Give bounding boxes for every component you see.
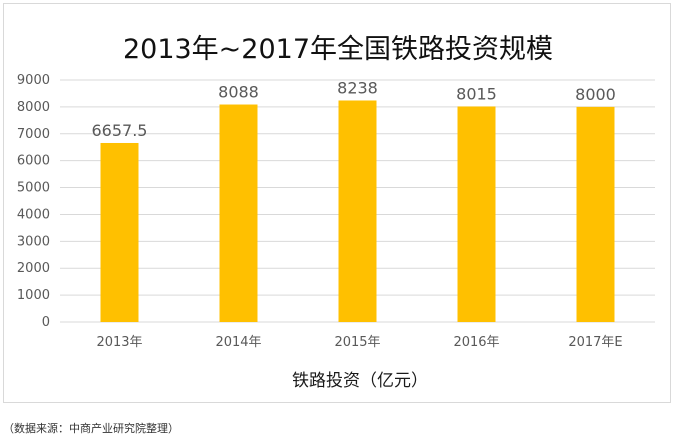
bar [100, 142, 139, 322]
bars: 6657.5 8088 8238 8015 8000 [92, 78, 616, 322]
y-tick-label: 7000 [17, 127, 50, 142]
x-axis-categories: 2013年 2014年 2015年 2016年 2017年E [96, 335, 622, 350]
bar-value-label: 8015 [456, 84, 497, 103]
x-category-label: 2015年 [334, 335, 380, 350]
y-tick-label: 3000 [17, 234, 50, 249]
y-tick-label: 6000 [17, 154, 50, 169]
y-axis-ticks: 0 1000 2000 3000 4000 5000 6000 7000 8000 9000 [17, 73, 50, 330]
x-category-label: 2014年 [215, 335, 261, 350]
y-tick-label: 0 [42, 315, 50, 330]
y-tick-label: 8000 [17, 100, 50, 115]
y-tick-label: 9000 [17, 73, 50, 88]
bar-value-label: 8238 [337, 78, 378, 97]
chart-svg: 2013年~2017年全国铁路投资规模 0 1000 2000 3000 4000 500… [17, 34, 655, 391]
y-tick-label: 2000 [17, 261, 50, 276]
bar-value-label: 8088 [218, 83, 259, 102]
y-tick-label: 1000 [17, 288, 50, 303]
y-tick-label: 5000 [17, 181, 50, 196]
bar [576, 106, 615, 322]
x-category-label: 2013年 [96, 335, 142, 350]
bar-value-label: 8000 [575, 85, 616, 104]
y-tick-label: 4000 [17, 207, 50, 222]
x-category-label: 2017年E [568, 335, 622, 350]
bar [338, 100, 377, 322]
x-category-label: 2016年 [453, 335, 499, 350]
x-axis-label: 铁路投资（亿元） [292, 371, 428, 391]
bar [219, 104, 258, 322]
source-note: （数据来源：中商产业研究院整理） [3, 422, 179, 435]
bar [457, 106, 496, 322]
bar-value-label: 6657.5 [92, 121, 148, 140]
chart-title: 2013年~2017年全国铁路投资规模 [123, 34, 553, 65]
